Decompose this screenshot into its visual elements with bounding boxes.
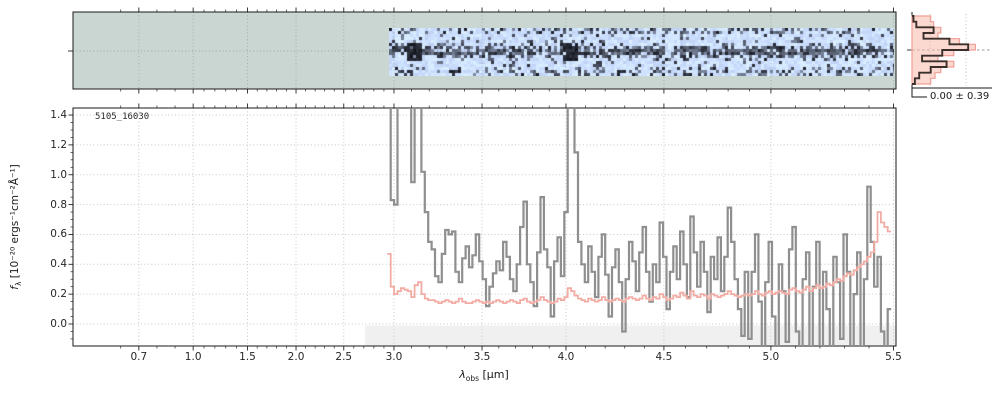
2d-panel-frame [72,11,897,90]
main-plot-frame [72,107,897,347]
x-tick-label: 3.0 [385,351,403,363]
x-tick-label: 3.5 [473,351,491,363]
x-tick-label: 1.5 [239,351,256,363]
spectrum-2d-noise-image [389,28,894,76]
y-axis-label: fλ [10⁻²⁰ ergs⁻¹cm⁻²Å⁻¹] [9,164,23,290]
x-axis-label: λobs [μm] [459,368,509,383]
y-tick-label: 1.2 [50,138,67,151]
y-tick-label: 0.8 [50,198,67,211]
hist-label-bracket [911,88,927,98]
x-tick-label: 1.0 [184,351,202,363]
x-tick-label: 0.7 [130,351,148,363]
x-tick-label: 2.5 [335,351,353,363]
error-spectrum-line [387,211,892,304]
x-tick-label: 5.5 [885,351,902,363]
x-tick-label: 4.0 [557,351,575,363]
y-axis-subscript: λ [14,281,24,287]
y-tick-label: 0.0 [50,318,67,330]
y-axis-symbol: f [8,286,21,290]
flux-spectrum-line [389,108,892,346]
x-tick-label: 5.0 [762,351,780,363]
hist-residual-profile [912,15,970,85]
below-zero-shaded-band [365,325,896,346]
histogram-stat-label: 0.00 ± 0.39 [930,91,990,102]
y-tick-label: 1.0 [50,168,67,181]
source-id-label: 5105_16030 [95,112,150,122]
y-tick-label: 1.4 [50,109,67,122]
x-axis-subscript: obs [465,374,479,384]
y-tick-label: 0.4 [50,258,67,271]
x-axis-symbol: λ [459,368,466,381]
x-axis-unit: [μm] [478,368,509,381]
y-tick-label: 0.6 [50,228,67,241]
x-tick-label: 4.5 [655,351,673,363]
x-tick-label: 2.0 [287,351,305,363]
y-tick-label: 0.2 [50,288,67,301]
y-axis-unit: [10⁻²⁰ ergs⁻¹cm⁻²Å⁻¹] [8,164,21,282]
